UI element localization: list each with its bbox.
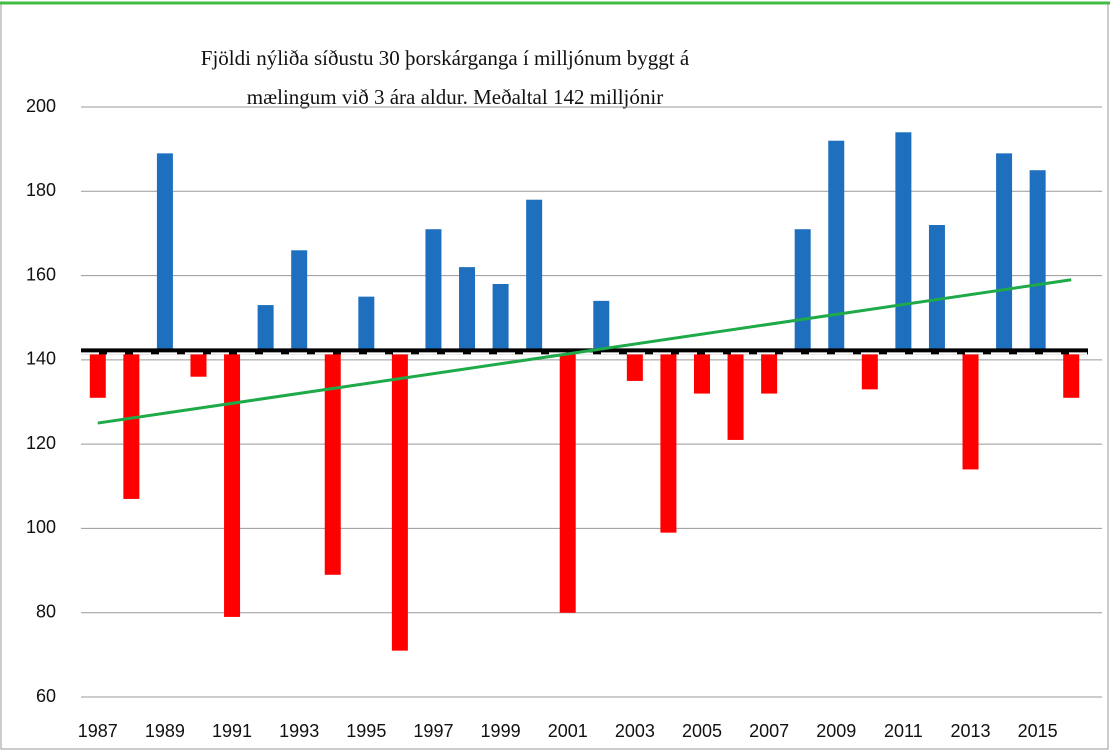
bar <box>391 351 408 651</box>
x-tick-label: 1997 <box>413 721 453 741</box>
bar <box>291 250 308 352</box>
bar <box>794 229 811 352</box>
bar <box>425 229 442 352</box>
bar <box>962 351 979 470</box>
chart-title: Fjöldi nýliða síðustu 30 þorskárganga í … <box>201 46 690 70</box>
y-tick-label: 60 <box>36 686 56 706</box>
bar <box>89 351 106 398</box>
bar <box>257 305 274 352</box>
y-tick-label: 180 <box>26 180 56 200</box>
bar <box>459 267 476 352</box>
x-tick-label: 1999 <box>481 721 521 741</box>
chart-title: mælingum við 3 ára aldur. Meðaltal 142 m… <box>247 85 663 109</box>
x-tick-label: 1987 <box>78 721 118 741</box>
x-tick-label: 2005 <box>682 721 722 741</box>
x-tick-label: 1993 <box>279 721 319 741</box>
bar <box>526 199 543 352</box>
bar <box>123 351 140 499</box>
y-tick-label: 80 <box>36 601 56 621</box>
x-tick-label: 2007 <box>749 721 789 741</box>
x-tick-label: 2011 <box>884 721 923 741</box>
bar <box>828 140 845 352</box>
x-tick-label: 2015 <box>1018 721 1058 741</box>
x-tick-label: 2009 <box>816 721 856 741</box>
y-tick-label: 140 <box>26 349 56 369</box>
bar <box>861 351 878 390</box>
y-tick-label: 100 <box>26 517 56 537</box>
bar <box>626 351 643 381</box>
y-tick-label: 120 <box>26 433 56 453</box>
bar <box>761 351 778 394</box>
bar <box>660 351 677 533</box>
y-tick-label: 160 <box>26 264 56 284</box>
y-tick-label: 200 <box>26 96 56 116</box>
bar <box>727 351 744 440</box>
bar <box>156 153 173 352</box>
trend-line <box>97 278 1072 425</box>
bar <box>324 351 341 575</box>
x-tick-label: 2003 <box>615 721 655 741</box>
x-tick-label: 1989 <box>145 721 185 741</box>
x-tick-label: 2001 <box>548 721 588 741</box>
bar <box>1029 170 1046 352</box>
bar <box>593 300 610 352</box>
x-tick-label: 2013 <box>950 721 990 741</box>
bar <box>928 225 945 352</box>
x-tick-label: 1995 <box>346 721 386 741</box>
bar <box>492 284 509 352</box>
bar <box>996 153 1013 352</box>
bar <box>224 351 241 617</box>
bar <box>358 296 375 352</box>
x-tick-label: 1991 <box>212 721 252 741</box>
bar <box>190 351 207 377</box>
bar <box>559 351 576 613</box>
bar <box>1063 351 1080 398</box>
bar <box>693 351 710 394</box>
bar <box>895 132 912 352</box>
